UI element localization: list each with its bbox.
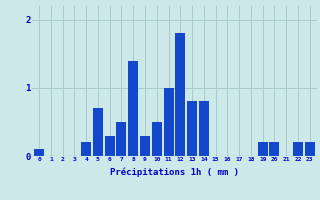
Bar	[164, 88, 173, 156]
Bar	[258, 142, 268, 156]
Bar	[140, 136, 150, 156]
Bar	[128, 61, 138, 156]
Bar	[93, 108, 103, 156]
Bar	[199, 101, 209, 156]
Bar	[81, 142, 91, 156]
Bar	[34, 149, 44, 156]
Bar	[116, 122, 126, 156]
Bar	[105, 136, 115, 156]
Bar	[187, 101, 197, 156]
Bar	[152, 122, 162, 156]
Bar	[293, 142, 303, 156]
Bar	[269, 142, 279, 156]
Bar	[305, 142, 315, 156]
Bar	[175, 33, 185, 156]
X-axis label: Précipitations 1h ( mm ): Précipitations 1h ( mm )	[110, 168, 239, 177]
